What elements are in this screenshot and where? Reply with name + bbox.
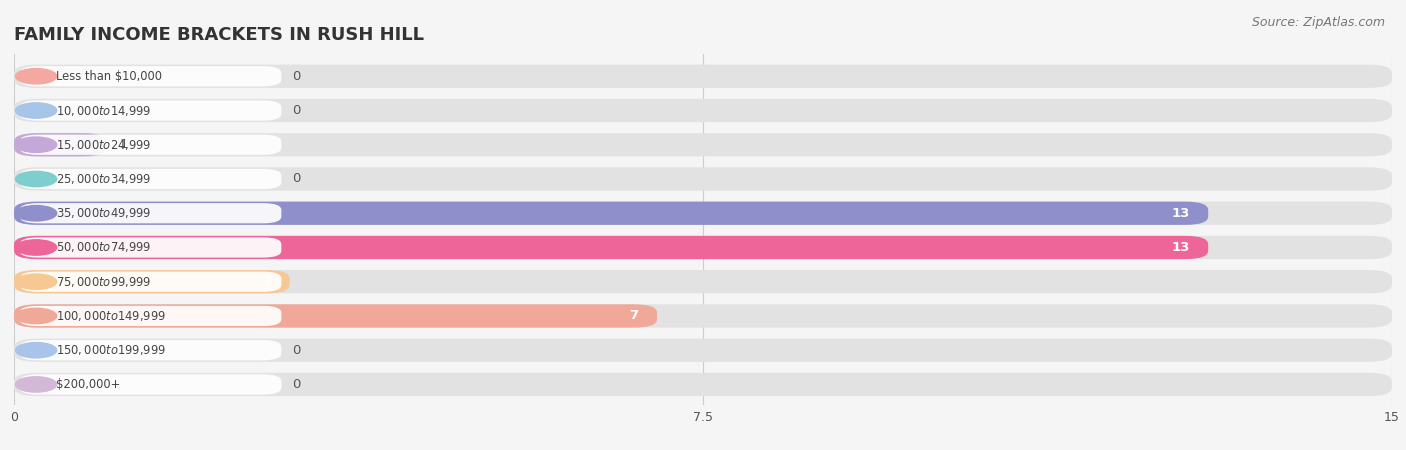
Text: $10,000 to $14,999: $10,000 to $14,999 — [56, 104, 152, 117]
Text: $25,000 to $34,999: $25,000 to $34,999 — [56, 172, 152, 186]
FancyBboxPatch shape — [14, 65, 1392, 88]
FancyBboxPatch shape — [14, 133, 1392, 157]
Circle shape — [15, 274, 56, 289]
Circle shape — [15, 68, 56, 84]
FancyBboxPatch shape — [20, 100, 281, 121]
Text: $35,000 to $49,999: $35,000 to $49,999 — [56, 206, 152, 220]
Text: 0: 0 — [292, 344, 301, 357]
Text: 7: 7 — [630, 310, 638, 323]
FancyBboxPatch shape — [14, 133, 105, 157]
Text: 13: 13 — [1171, 241, 1189, 254]
Text: $50,000 to $74,999: $50,000 to $74,999 — [56, 240, 152, 255]
FancyBboxPatch shape — [20, 169, 281, 189]
Text: 0: 0 — [292, 104, 301, 117]
FancyBboxPatch shape — [14, 167, 1392, 191]
FancyBboxPatch shape — [14, 99, 1392, 122]
Circle shape — [15, 308, 56, 324]
Circle shape — [15, 377, 56, 392]
FancyBboxPatch shape — [14, 270, 1392, 293]
FancyBboxPatch shape — [14, 304, 1392, 328]
FancyBboxPatch shape — [14, 202, 1392, 225]
Text: Source: ZipAtlas.com: Source: ZipAtlas.com — [1251, 16, 1385, 29]
FancyBboxPatch shape — [14, 270, 290, 293]
FancyBboxPatch shape — [20, 374, 281, 395]
Text: 1: 1 — [120, 138, 128, 151]
FancyBboxPatch shape — [14, 338, 1392, 362]
Circle shape — [15, 342, 56, 358]
FancyBboxPatch shape — [14, 304, 657, 328]
FancyBboxPatch shape — [20, 66, 281, 86]
Circle shape — [15, 137, 56, 153]
FancyBboxPatch shape — [14, 236, 1208, 259]
Text: $100,000 to $149,999: $100,000 to $149,999 — [56, 309, 166, 323]
Text: $150,000 to $199,999: $150,000 to $199,999 — [56, 343, 166, 357]
FancyBboxPatch shape — [14, 202, 1208, 225]
FancyBboxPatch shape — [20, 135, 281, 155]
Text: $15,000 to $24,999: $15,000 to $24,999 — [56, 138, 152, 152]
Circle shape — [15, 240, 56, 255]
FancyBboxPatch shape — [14, 373, 1392, 396]
Text: $75,000 to $99,999: $75,000 to $99,999 — [56, 274, 152, 289]
Text: Less than $10,000: Less than $10,000 — [56, 70, 162, 83]
Text: 0: 0 — [292, 378, 301, 391]
FancyBboxPatch shape — [20, 203, 281, 223]
FancyBboxPatch shape — [20, 340, 281, 360]
FancyBboxPatch shape — [20, 272, 281, 292]
Text: FAMILY INCOME BRACKETS IN RUSH HILL: FAMILY INCOME BRACKETS IN RUSH HILL — [14, 26, 425, 44]
Text: 0: 0 — [292, 172, 301, 185]
Text: 0: 0 — [292, 70, 301, 83]
Text: 13: 13 — [1171, 207, 1189, 220]
Circle shape — [15, 206, 56, 221]
FancyBboxPatch shape — [14, 236, 1392, 259]
FancyBboxPatch shape — [20, 238, 281, 257]
Text: 3: 3 — [262, 275, 271, 288]
Circle shape — [15, 171, 56, 187]
Circle shape — [15, 103, 56, 118]
FancyBboxPatch shape — [20, 306, 281, 326]
Text: $200,000+: $200,000+ — [56, 378, 121, 391]
